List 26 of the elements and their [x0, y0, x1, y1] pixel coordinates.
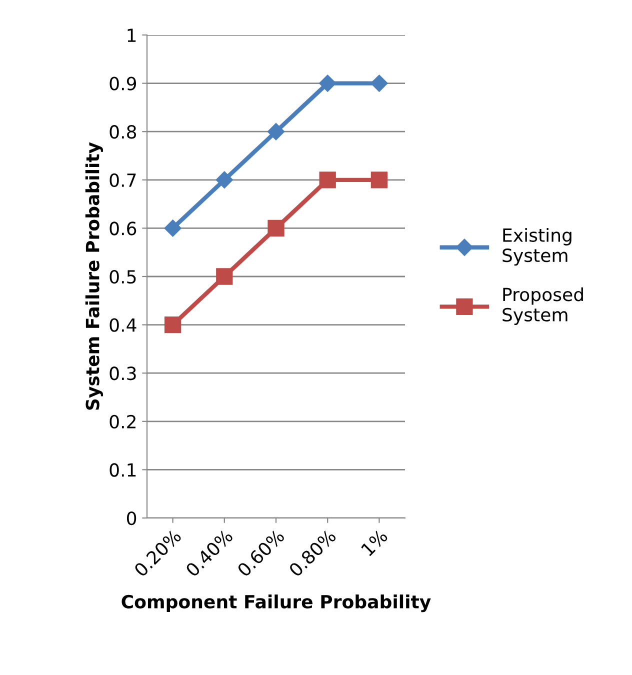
- point: [164, 220, 182, 237]
- x-axis-title: Component Failure Probability: [122, 594, 431, 612]
- x-tick-label: 1%: [360, 528, 388, 556]
- legend-label: Existing System: [502, 228, 572, 266]
- point: [370, 74, 388, 92]
- y-tick-label: 1: [128, 28, 136, 42]
- legend-label: Proposed System: [502, 287, 583, 326]
- point: [164, 316, 182, 334]
- point: [216, 268, 233, 285]
- y-tick-label: 0.7: [110, 173, 136, 188]
- y-tick-label: 0: [126, 511, 136, 526]
- y-tick-label: 0.3: [110, 366, 136, 380]
- y-tick-label: 0.5: [110, 270, 136, 284]
- y-tick-label: 0.1: [110, 463, 136, 477]
- y-tick-label: 0.2: [110, 414, 136, 429]
- point: [267, 123, 285, 140]
- point: [216, 171, 233, 188]
- y-tick-label: 0.8: [110, 125, 136, 139]
- y-axis-title: System Failure Probability: [85, 142, 104, 410]
- point: [268, 220, 284, 237]
- point: [319, 172, 336, 188]
- y-tick-label: 0.6: [110, 222, 136, 236]
- point: [370, 172, 388, 188]
- point: [319, 74, 336, 92]
- y-tick-label: 0.9: [110, 76, 136, 90]
- y-tick-label: 0.4: [110, 318, 136, 332]
